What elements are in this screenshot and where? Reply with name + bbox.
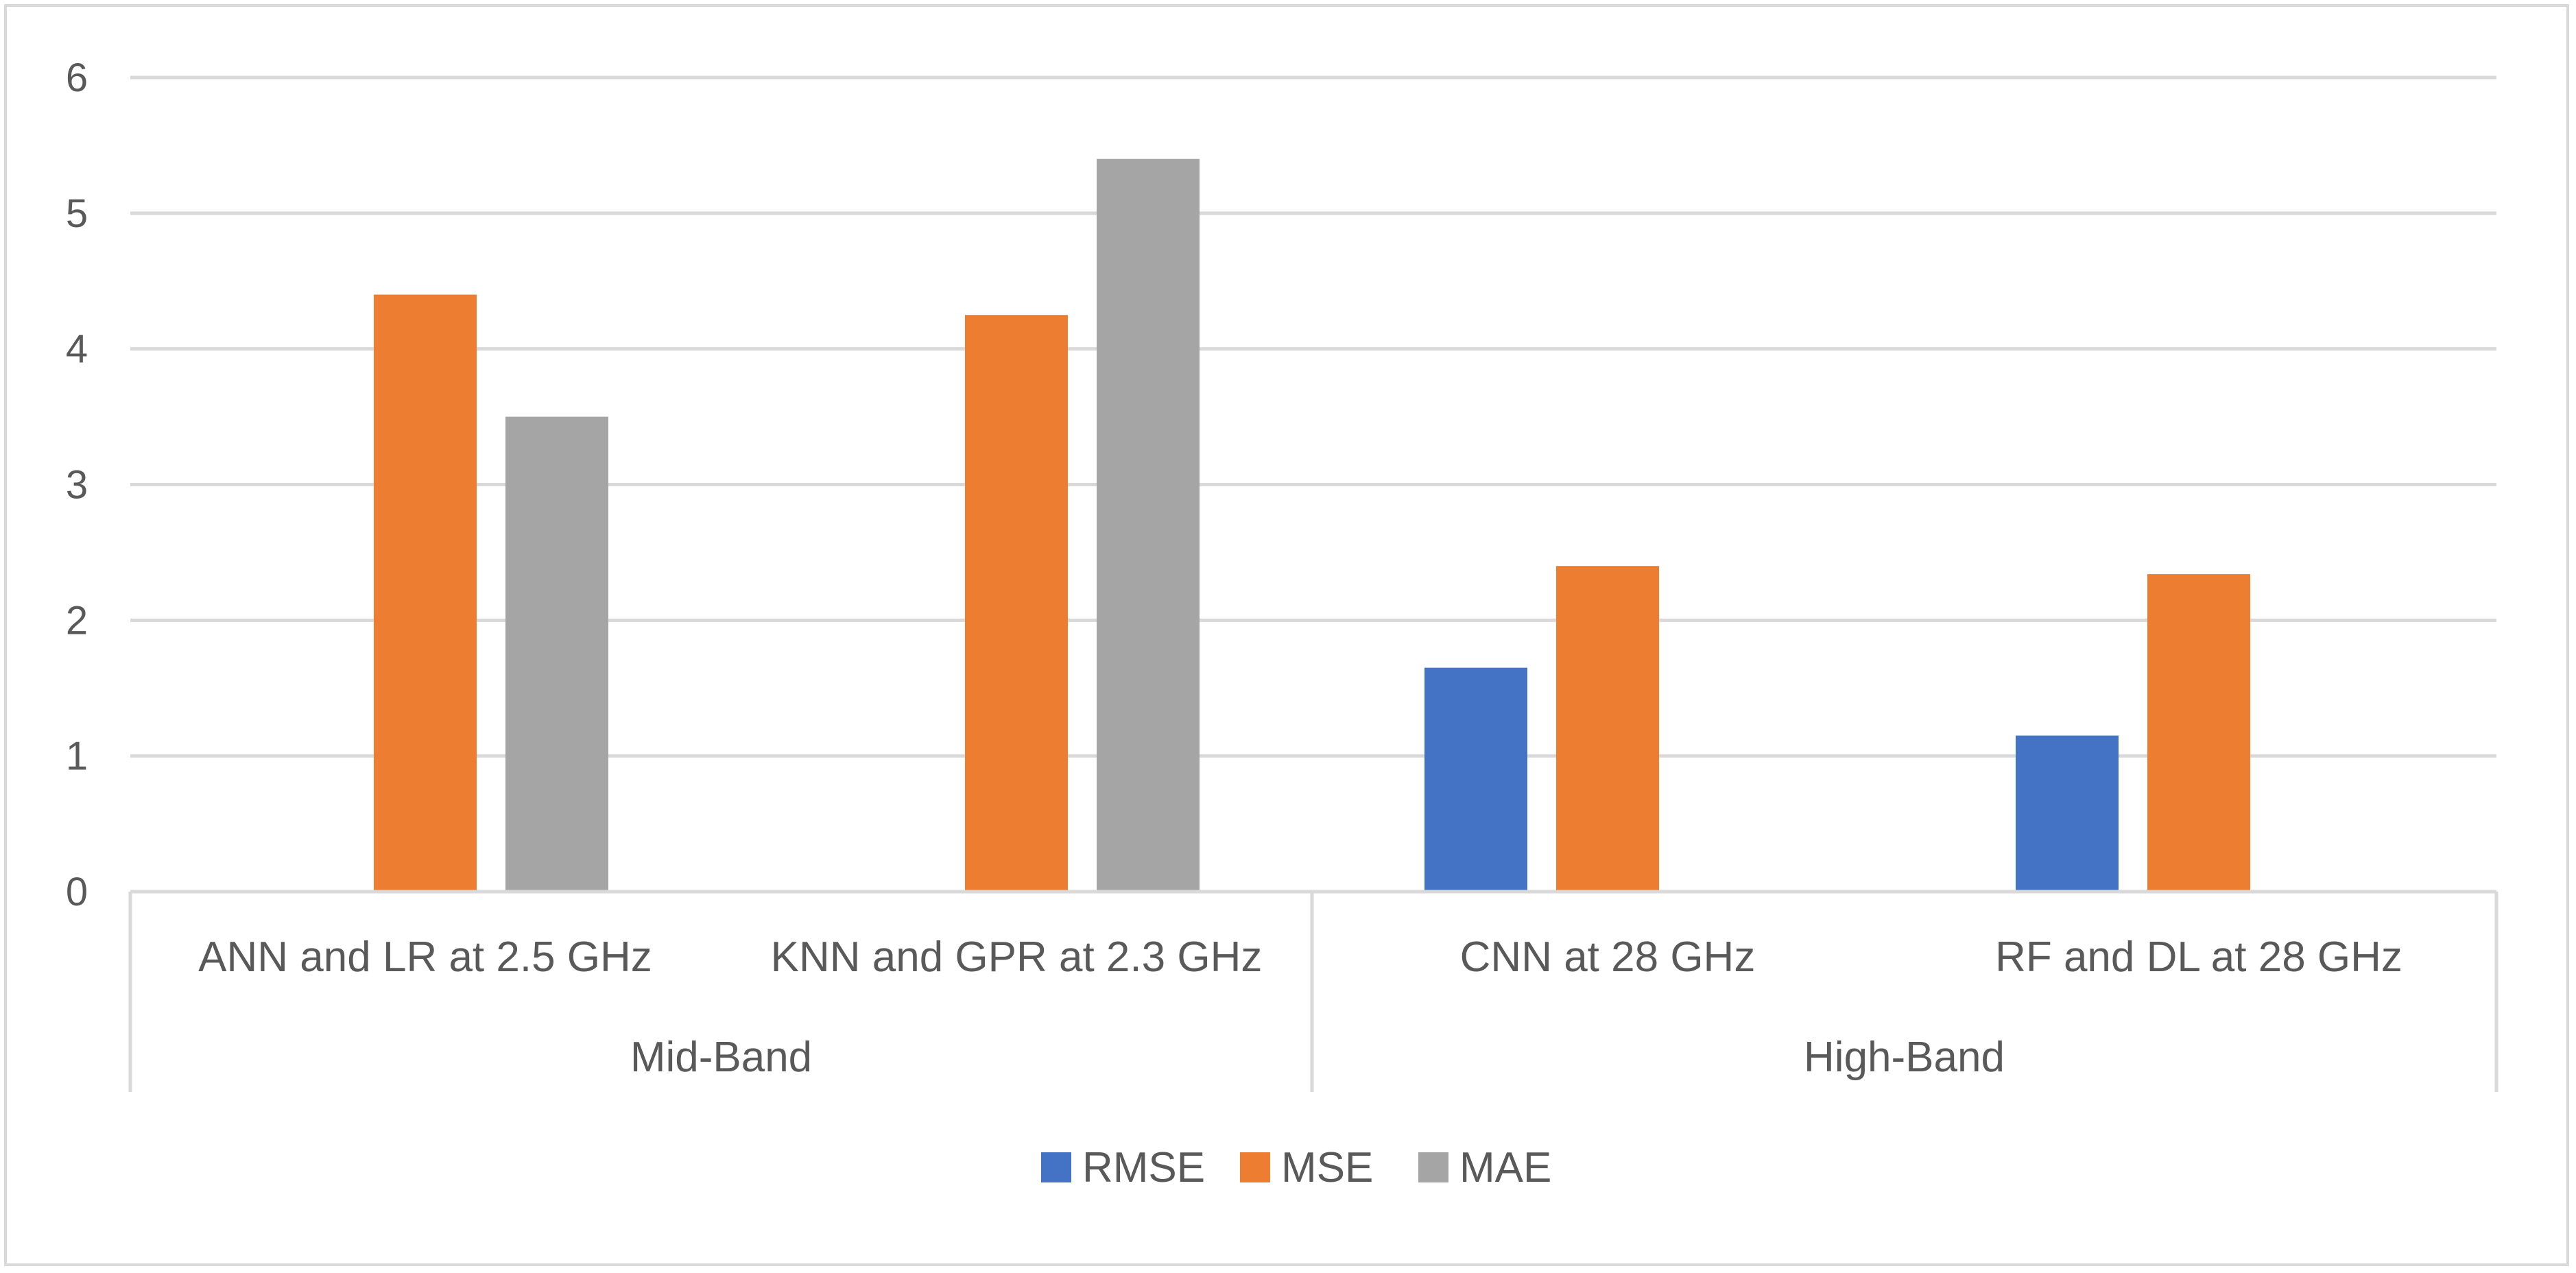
x-category-label: CNN at 28 GHz — [1460, 933, 1756, 981]
x-axis: ANN and LR at 2.5 GHz KNN and GPR at 2.3 … — [128, 890, 2499, 1092]
legend: RMSE MSE MAE — [1041, 1144, 1551, 1191]
legend-label-rmse: RMSE — [1082, 1144, 1205, 1191]
x-group-label: Mid-Band — [630, 1034, 812, 1081]
gridlines — [130, 75, 2496, 758]
legend-swatch-rmse — [1041, 1152, 1071, 1182]
x-category-label: RF and DL at 28 GHz — [1995, 933, 2402, 981]
x-group-label: High-Band — [1804, 1034, 2005, 1081]
y-tick-label: 3 — [66, 463, 88, 508]
bar-mse-0 — [374, 294, 477, 892]
y-tick-label: 4 — [66, 327, 88, 372]
legend-label-mae: MAE — [1459, 1144, 1551, 1191]
bar-mae-0 — [505, 416, 608, 892]
bar-mse-1 — [965, 315, 1068, 892]
bars — [374, 158, 2250, 892]
y-axis-tick-labels: 0 1 2 3 4 5 6 — [66, 56, 88, 914]
legend-swatch-mae — [1418, 1152, 1448, 1182]
y-tick-label: 2 — [66, 598, 88, 643]
bar-mse-2 — [1556, 566, 1659, 892]
legend-label-mse: MSE — [1281, 1144, 1373, 1191]
y-tick-label: 1 — [66, 734, 88, 778]
y-tick-label: 5 — [66, 191, 88, 236]
bar-mae-1 — [1097, 158, 1200, 892]
y-tick-label: 6 — [66, 56, 88, 100]
bar-rmse-2 — [1424, 667, 1527, 892]
x-category-label: ANN and LR at 2.5 GHz — [198, 933, 652, 981]
legend-swatch-mse — [1240, 1152, 1270, 1182]
bar-mse-3 — [2147, 574, 2250, 892]
x-category-label: KNN and GPR at 2.3 GHz — [771, 933, 1263, 981]
bar-rmse-3 — [2016, 735, 2119, 892]
y-tick-label: 0 — [66, 870, 88, 914]
